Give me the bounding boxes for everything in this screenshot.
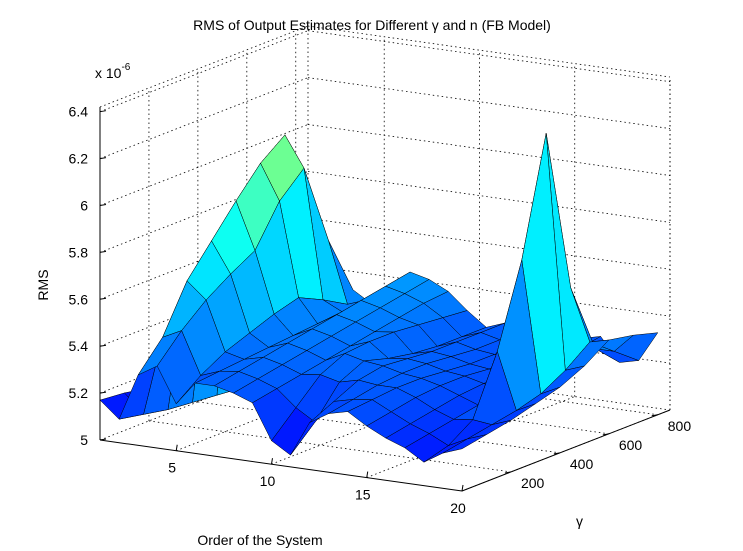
y-tick-mark — [504, 471, 512, 474]
x-axis-label: Order of the System — [197, 532, 322, 548]
y-tick-mark — [602, 433, 609, 436]
x-tick-label: 10 — [260, 473, 276, 489]
z-grid-line — [99, 171, 309, 253]
x-tick-label: 20 — [450, 500, 466, 516]
z-exponent-label: x 10-6 — [95, 62, 131, 81]
x-grid-line — [176, 369, 385, 452]
x-tick-mark — [175, 444, 178, 451]
x-tick-mark — [270, 458, 273, 465]
z-axis-label: RMS — [35, 269, 51, 300]
z-grid-line — [99, 264, 309, 347]
x-axis-line — [99, 439, 463, 492]
z-tick-label: 5 — [80, 432, 88, 448]
z-tick-label: 6.2 — [69, 151, 89, 167]
z-tick-mark — [99, 157, 107, 160]
z-grid-line — [99, 217, 309, 300]
z-grid-line — [99, 358, 309, 441]
y-tick-label: 800 — [668, 418, 692, 434]
tick-labels: 5 10 15 20 200 400 600 800 5 5.2 5.4 5.6 5.8 6 6.2 6.4 — [69, 104, 692, 516]
x-grid-line — [271, 382, 480, 465]
z-tick-mark — [99, 297, 107, 300]
y-tick-label: 400 — [570, 456, 594, 472]
z-exponent-base: x 10 — [95, 65, 122, 81]
z-tick-mark — [99, 110, 107, 113]
z-grid-line — [99, 124, 309, 206]
box-edge — [99, 25, 309, 108]
x-tick-label: 15 — [355, 487, 371, 503]
z-tick-mark — [99, 344, 107, 347]
surface-plot — [99, 132, 659, 463]
axis-lines — [99, 107, 671, 492]
z-tick-label: 5.2 — [69, 385, 89, 401]
z-tick-label: 5.8 — [69, 244, 89, 260]
z-tick-mark — [99, 250, 107, 253]
z-grid-line — [99, 30, 309, 113]
y-tick-label: 200 — [521, 475, 545, 491]
z-tick-mark — [99, 438, 107, 441]
z-tick-label: 5.4 — [69, 338, 89, 354]
x-tick-mark — [461, 484, 464, 492]
x-tick-mark — [366, 471, 369, 478]
z-grid-line — [99, 77, 309, 159]
x-tick-label: 5 — [168, 460, 176, 476]
y-axis-line — [461, 409, 671, 492]
y-axis-label: γ — [576, 513, 583, 529]
y-tick-mark — [651, 414, 658, 417]
z-exponent-power: -6 — [121, 62, 130, 73]
z-tick-label: 5.6 — [69, 291, 89, 307]
y-tick-label: 600 — [619, 437, 643, 453]
x-grid-line — [366, 396, 575, 478]
z-tick-label: 6.4 — [69, 104, 89, 120]
surface-facet — [442, 434, 487, 454]
z-tick-label: 6 — [80, 197, 88, 213]
z-tick-mark — [99, 391, 107, 394]
y-tick-mark — [553, 452, 560, 455]
z-grid-line — [99, 311, 309, 394]
z-tick-mark — [99, 203, 107, 206]
chart-title: RMS of Output Estimates for Different γ … — [193, 17, 551, 33]
